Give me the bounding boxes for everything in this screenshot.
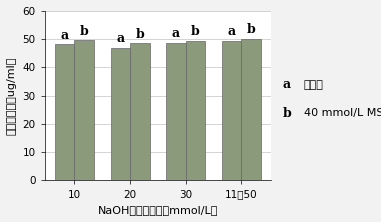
Text: a: a bbox=[227, 25, 236, 38]
Text: b: b bbox=[136, 28, 144, 41]
Text: b: b bbox=[191, 25, 200, 38]
Text: a: a bbox=[283, 78, 291, 91]
Bar bbox=[130, 44, 150, 180]
Bar bbox=[74, 40, 94, 180]
Y-axis label: 草酸产生量（ug/ml）: 草酸产生量（ug/ml） bbox=[7, 57, 17, 135]
Text: 40 mmol/L MSA: 40 mmol/L MSA bbox=[304, 109, 381, 119]
Bar bbox=[222, 41, 242, 180]
Text: a: a bbox=[61, 29, 69, 42]
X-axis label: NaOH淤洗液浓度（mmol/L）: NaOH淤洗液浓度（mmol/L） bbox=[98, 205, 218, 215]
Text: b: b bbox=[247, 23, 256, 36]
Text: a: a bbox=[172, 27, 180, 40]
Text: b: b bbox=[283, 107, 291, 120]
Bar bbox=[55, 44, 74, 180]
Text: b: b bbox=[80, 24, 88, 38]
Text: 水基所: 水基所 bbox=[304, 80, 323, 90]
Bar bbox=[110, 48, 130, 180]
Bar bbox=[242, 39, 261, 180]
Text: a: a bbox=[116, 32, 125, 46]
Bar bbox=[166, 43, 186, 180]
Bar bbox=[186, 41, 205, 180]
